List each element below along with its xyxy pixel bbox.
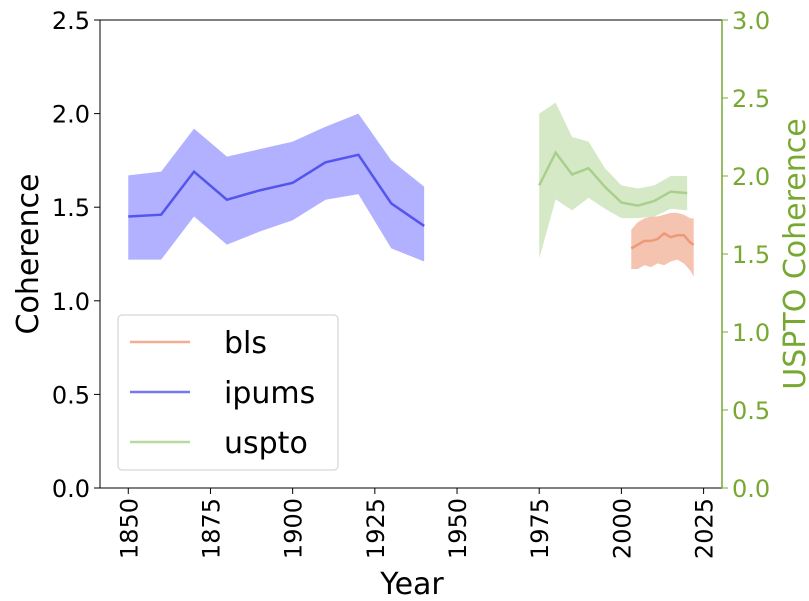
y-tick-label: 1.0 bbox=[52, 288, 90, 316]
y-tick-label: 2.0 bbox=[52, 101, 90, 129]
series-line bbox=[128, 153, 425, 227]
x-tick-label: 1875 bbox=[197, 498, 225, 559]
x-tick-label: 1900 bbox=[280, 498, 308, 559]
y2-axis-label: USPTO Coherence bbox=[778, 118, 809, 389]
y-tick-label: 1.5 bbox=[52, 194, 90, 222]
y2-tick-label: 0.0 bbox=[732, 475, 770, 503]
y2-tick-label: 1.0 bbox=[732, 319, 770, 347]
confidence-band bbox=[631, 212, 694, 277]
series-line bbox=[630, 231, 695, 250]
x-tick-label: 1975 bbox=[526, 498, 554, 559]
x-tick-label: 1850 bbox=[115, 498, 143, 559]
y-axis-label: Coherence bbox=[11, 174, 46, 335]
y-tick-label: 0.0 bbox=[52, 475, 90, 503]
y-tick-label: 2.5 bbox=[52, 7, 90, 35]
series-line bbox=[538, 150, 688, 207]
legend-label: uspto bbox=[224, 426, 308, 461]
legend-label: bls bbox=[224, 326, 267, 361]
y2-tick-label: 3.0 bbox=[732, 7, 770, 35]
legend-label: ipums bbox=[224, 376, 315, 411]
x-tick-label: 1925 bbox=[362, 498, 390, 559]
x-axis-label: Year bbox=[379, 567, 444, 601]
x-tick-label: 1950 bbox=[444, 498, 472, 559]
confidence-band bbox=[539, 102, 688, 259]
y2-tick-label: 0.5 bbox=[732, 397, 770, 425]
y2-tick-label: 2.5 bbox=[732, 85, 770, 113]
x-tick-label: 2000 bbox=[608, 498, 636, 559]
x-tick-label: 2025 bbox=[691, 498, 719, 559]
y2-tick-label: 2.0 bbox=[732, 163, 770, 191]
legend-box bbox=[117, 314, 339, 471]
legend: bls ipums uspto bbox=[117, 314, 339, 471]
y-tick-label: 0.5 bbox=[52, 381, 90, 409]
y2-tick-label: 1.5 bbox=[732, 241, 770, 269]
